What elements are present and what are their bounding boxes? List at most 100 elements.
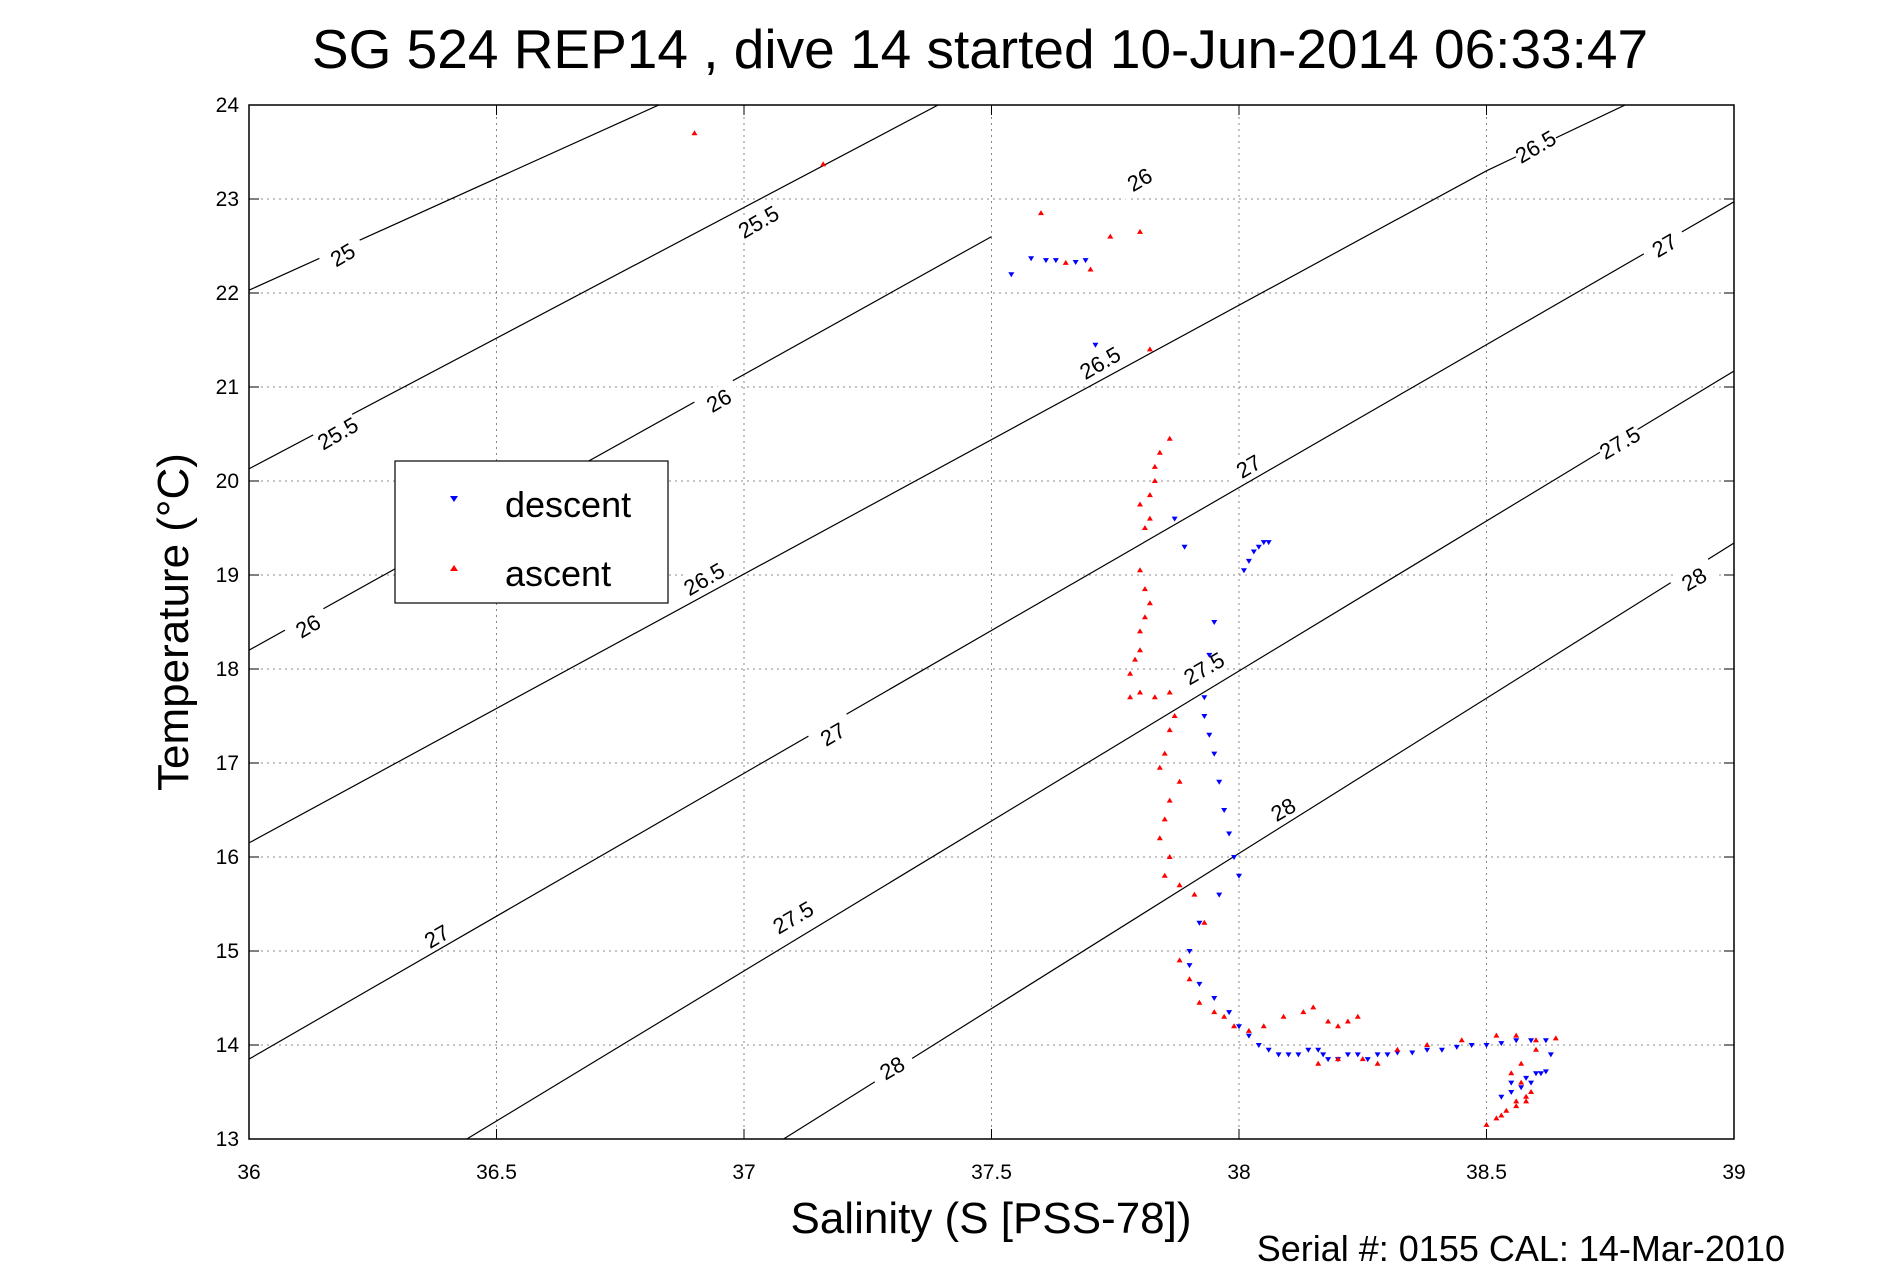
ascent-point: [1245, 1027, 1252, 1033]
ascent-point: [1493, 1032, 1500, 1038]
descent-point: [1042, 258, 1049, 264]
ascent-point: [1533, 1037, 1539, 1043]
chart-title: SG 524 REP14 , dive 14 started 10-Jun-20…: [312, 18, 1648, 80]
legend-ascent-label: ascent: [505, 553, 611, 594]
descent-point: [1453, 1044, 1460, 1050]
contour-line: [249, 201, 1734, 1060]
descent-point: [1206, 732, 1213, 738]
ascent-point: [1344, 1018, 1351, 1024]
descent-point: [1320, 1052, 1327, 1058]
serial-cal-footer: Serial #: 0155 CAL: 14-Mar-2010: [1257, 1228, 1785, 1262]
contour-label-bg: [1074, 341, 1125, 385]
plot-area: 2525.5262725.52626.52727.5282626.52727.5…: [216, 94, 1746, 1184]
ascent-point: [1483, 1121, 1490, 1127]
legend-box: [394, 460, 669, 604]
contour-line: [249, 105, 661, 291]
ascent-point: [1518, 1060, 1525, 1066]
descent-point: [1518, 1085, 1525, 1091]
x-tick-label: 38: [1227, 1161, 1250, 1184]
ascent-point: [1424, 1042, 1431, 1047]
contour-label-bg: [1668, 557, 1719, 601]
ascent-point: [1146, 600, 1153, 606]
y-tick-label: 17: [216, 752, 239, 775]
descent-point: [1216, 779, 1223, 785]
y-tick-label: 24: [216, 94, 240, 117]
ascent-point: [1166, 435, 1173, 441]
contour-line: [249, 105, 940, 470]
descent-point: [1523, 1075, 1530, 1081]
descent-point: [1211, 751, 1218, 757]
descent-point: [1196, 981, 1203, 987]
contour-label-bg: [282, 604, 333, 648]
ascent-point: [1156, 764, 1163, 770]
ascent-point: [1161, 816, 1168, 822]
ascent-point: [1523, 1098, 1530, 1104]
descent-point: [1196, 920, 1203, 926]
descent-point: [1171, 516, 1178, 522]
y-tick-label: 16: [216, 846, 239, 869]
descent-point: [1508, 1090, 1515, 1095]
y-tick-label: 19: [216, 564, 239, 587]
descent-point: [1260, 540, 1267, 546]
ascent-point: [1038, 210, 1044, 216]
descent-point: [1438, 1047, 1445, 1053]
y-tick-label: 13: [216, 1128, 239, 1151]
contour-line: [783, 542, 1734, 1139]
ascent-point: [1137, 647, 1143, 653]
descent-point: [1295, 1052, 1302, 1058]
descent-point: [1528, 1038, 1535, 1044]
contour-label-bg: [1510, 125, 1561, 168]
ascent-point: [1176, 778, 1183, 784]
descent-point: [1409, 1050, 1416, 1056]
ascent-point: [1171, 713, 1178, 718]
descent-point: [1528, 1080, 1535, 1086]
descent-point: [1384, 1052, 1391, 1058]
x-tick-label: 37: [732, 1161, 755, 1184]
ascent-point: [1166, 727, 1173, 733]
contour-label-bg: [1639, 223, 1690, 267]
descent-point: [1231, 855, 1238, 860]
ascent-point: [1166, 689, 1173, 695]
descent-point: [1537, 1071, 1544, 1077]
ascent-point: [1062, 259, 1069, 265]
descent-point: [1315, 1047, 1322, 1053]
legend-descent-marker: [450, 496, 458, 502]
ascent-point: [1137, 628, 1143, 634]
ascent-point: [1508, 1070, 1515, 1076]
y-tick-label: 18: [216, 658, 239, 681]
contour-label-bg: [1257, 787, 1309, 831]
ascent-point: [1146, 492, 1153, 498]
legend-ascent-marker: [450, 565, 458, 571]
descent-point: [1255, 544, 1262, 550]
ascent-point: [1191, 891, 1198, 897]
ascent-point: [1137, 501, 1143, 507]
descent-point: [1344, 1052, 1351, 1058]
ascent-point: [1151, 694, 1158, 700]
y-tick-label: 23: [216, 188, 239, 211]
ascent-point: [1166, 797, 1173, 803]
descent-point: [1082, 258, 1089, 264]
ascent-point: [1335, 1023, 1341, 1029]
descent-point: [1498, 1094, 1505, 1100]
ascent-point: [820, 161, 827, 167]
y-tick-label: 20: [216, 470, 239, 493]
descent-point: [1226, 831, 1233, 837]
ascent-point: [1528, 1089, 1535, 1094]
ascent-point: [1523, 1093, 1530, 1099]
contour-label-bg: [693, 378, 744, 422]
descent-point: [1211, 620, 1218, 625]
contour-label-bg: [767, 895, 819, 939]
ascent-point: [1176, 882, 1183, 888]
descent-point: [1275, 1052, 1282, 1058]
contour-label-bg: [312, 411, 363, 455]
density-contours: [249, 105, 1734, 1139]
descent-point: [1201, 714, 1208, 719]
descent-point: [1325, 1057, 1332, 1063]
y-tick-label: 22: [216, 282, 239, 305]
descent-point: [1236, 1024, 1242, 1030]
ascent-point: [1161, 872, 1168, 878]
ascent-point: [1107, 233, 1114, 239]
descent-point: [1226, 1010, 1233, 1016]
descent-point: [1186, 963, 1193, 969]
